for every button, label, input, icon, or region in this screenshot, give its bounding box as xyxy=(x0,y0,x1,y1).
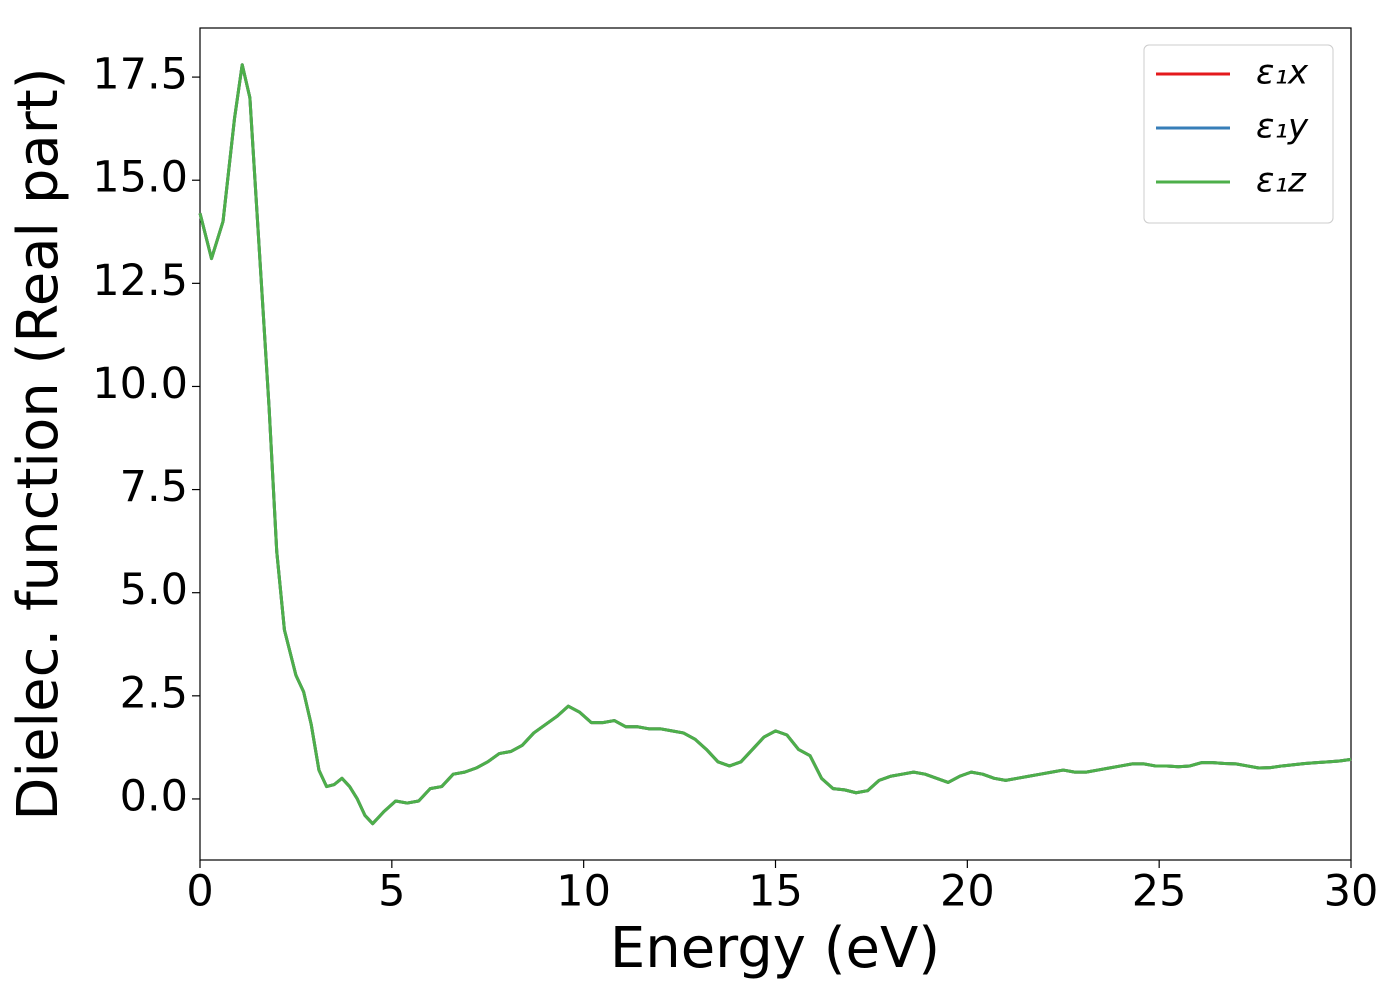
y-tick-label: 15.0 xyxy=(92,153,188,203)
y-tick-label: 10.0 xyxy=(92,359,188,409)
y-tick-label: 7.5 xyxy=(120,462,188,512)
y-tick-label: 12.5 xyxy=(92,256,188,306)
series-line xyxy=(198,63,1352,826)
legend-box xyxy=(1143,44,1334,224)
x-tick-label: 15 xyxy=(748,867,803,917)
y-tick-label: 2.5 xyxy=(120,668,188,718)
x-axis-label: Energy (eV) xyxy=(610,916,940,981)
y-axis-label: Dielec. function (Real part) xyxy=(6,67,71,820)
y-tick-label: 5.0 xyxy=(120,565,188,615)
x-tick-label: 25 xyxy=(1132,867,1187,917)
legend-label: ε₁y xyxy=(1256,107,1309,147)
x-tick-label: 20 xyxy=(940,867,995,917)
x-tick-label: 30 xyxy=(1324,867,1379,917)
y-tick-label: 0.0 xyxy=(120,771,188,821)
x-tick-label: 5 xyxy=(378,867,405,917)
legend-label: ε₁z xyxy=(1256,161,1307,201)
y-tick-label: 17.5 xyxy=(92,50,188,100)
x-tick-label: 10 xyxy=(556,867,611,917)
x-tick-label: 0 xyxy=(186,867,213,917)
legend-label: ε₁x xyxy=(1256,53,1309,93)
